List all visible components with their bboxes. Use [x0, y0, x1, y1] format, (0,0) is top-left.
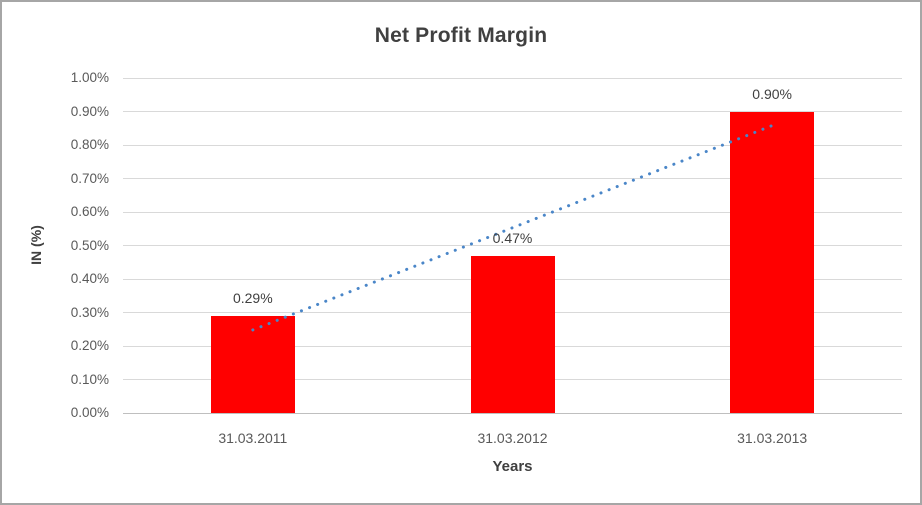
y-tick-label: 0.20%	[70, 338, 109, 353]
bar-31.03.2012[interactable]	[470, 255, 555, 413]
y-tick-label: 0.90%	[70, 103, 109, 119]
gridline	[123, 144, 902, 146]
gridline	[123, 178, 902, 179]
data-label-31.03.2012: 0.47%	[492, 229, 533, 246]
x-axis-line	[123, 413, 902, 414]
gridline	[123, 111, 902, 112]
x-tick-label: 31.03.2013	[737, 430, 808, 446]
y-tick-label: 0.30%	[70, 304, 109, 320]
x-axis-title: Years	[492, 458, 533, 475]
y-tick-label: 0.10%	[70, 371, 109, 387]
data-label-31.03.2011: 0.29%	[232, 289, 273, 306]
y-tick-label: 1.00%	[70, 70, 109, 85]
y-tick-label: 0.00%	[70, 405, 109, 420]
chart-title: Net Profit Margin	[374, 24, 548, 47]
x-tick-label: 31.03.2012	[477, 430, 548, 446]
y-tick-label: 0.80%	[70, 137, 109, 152]
gridline	[123, 245, 902, 246]
plot-area: 0.29% 0.47% 0.90%	[123, 77, 902, 414]
trendline-dotted[interactable]	[251, 124, 774, 332]
gridline	[123, 211, 902, 213]
data-label-31.03.2013: 0.90%	[752, 85, 792, 102]
trendline[interactable]	[123, 78, 902, 413]
y-tick-label: 0.70%	[70, 170, 109, 186]
y-tick-label: 0.60%	[70, 204, 109, 219]
x-tick-label: 31.03.2011	[218, 430, 288, 446]
gridline	[123, 77, 902, 79]
y-tick-label: 0.40%	[70, 271, 109, 286]
bar-31.03.2011[interactable]	[210, 315, 295, 413]
bar-31.03.2013[interactable]	[730, 111, 815, 413]
y-tick-label: 0.50%	[70, 237, 109, 253]
